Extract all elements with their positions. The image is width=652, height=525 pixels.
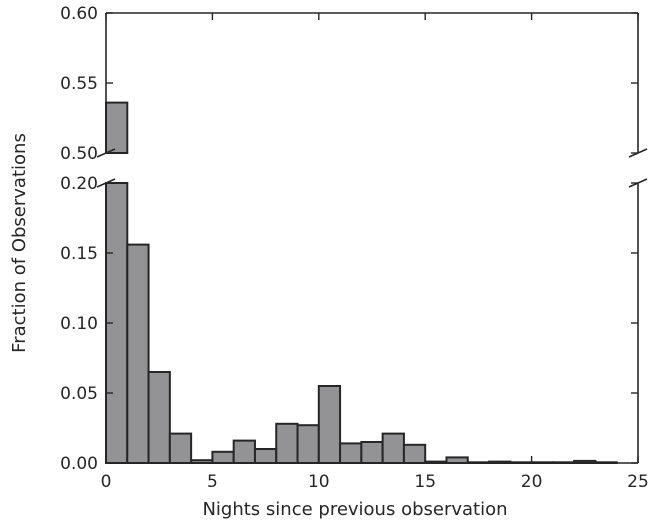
- histogram-bar-10: [317, 385, 342, 464]
- upper-y-tick-label-2: 0.60: [60, 4, 98, 24]
- histogram-bar-upper-0: [105, 101, 129, 154]
- lower-y-tick-label-1: 0.05: [60, 384, 98, 404]
- lower-y-tick-label-2: 0.10: [60, 314, 98, 334]
- histogram-bar-13: [381, 432, 405, 465]
- y-axis-label: Fraction of Observations: [9, 133, 30, 353]
- upper-panel-bars: [105, 101, 129, 154]
- lower-y-tick-label-4: 0.20: [60, 174, 98, 194]
- histogram-bar-3: [168, 432, 193, 465]
- histogram-bar-14: [402, 443, 427, 464]
- lower-panel-bars: [105, 182, 618, 465]
- upper-y-tick-label-1: 0.55: [60, 74, 98, 94]
- tick-labels: 0 5 10 15 20 25 0.50 0.55 0.60 0.00 0.05 0.10 0.15 0.…: [60, 4, 649, 492]
- histogram-bar-7: [253, 448, 278, 464]
- x-axis-label: Nights since previous observation: [202, 499, 507, 520]
- histogram-bar-2: [147, 371, 171, 464]
- tick-marks: [105, 12, 639, 464]
- histogram-bar-8: [275, 422, 299, 464]
- histogram-bar-12: [360, 441, 384, 464]
- x-tick-label-4: 20: [521, 472, 543, 492]
- histogram-bar-16: [445, 456, 469, 464]
- histogram-bar-6: [232, 439, 256, 465]
- upper-y-tick-label-0: 0.50: [60, 144, 98, 164]
- lower-y-tick-label-3: 0.15: [60, 244, 98, 264]
- histogram-bar-1: [126, 243, 150, 464]
- histogram-bar-11: [339, 442, 363, 464]
- x-tick-label-0: 0: [101, 472, 112, 492]
- histogram-bar-9: [296, 424, 320, 465]
- x-tick-label-2: 10: [308, 472, 330, 492]
- lower-y-tick-label-0: 0.00: [60, 454, 98, 474]
- axes: [96, 12, 648, 464]
- x-tick-label-5: 25: [627, 472, 649, 492]
- x-tick-label-1: 5: [207, 472, 218, 492]
- x-tick-label-3: 15: [414, 472, 436, 492]
- histogram-bar-5: [211, 450, 235, 464]
